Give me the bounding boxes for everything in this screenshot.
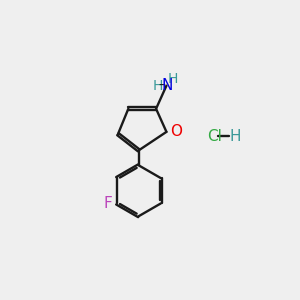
Text: F: F xyxy=(103,196,112,211)
Text: H: H xyxy=(230,129,242,144)
Text: –: – xyxy=(159,79,166,93)
Text: H: H xyxy=(152,79,163,93)
Text: Cl: Cl xyxy=(207,129,222,144)
Text: H: H xyxy=(168,72,178,86)
Text: O: O xyxy=(170,124,182,140)
Text: N: N xyxy=(162,78,173,93)
